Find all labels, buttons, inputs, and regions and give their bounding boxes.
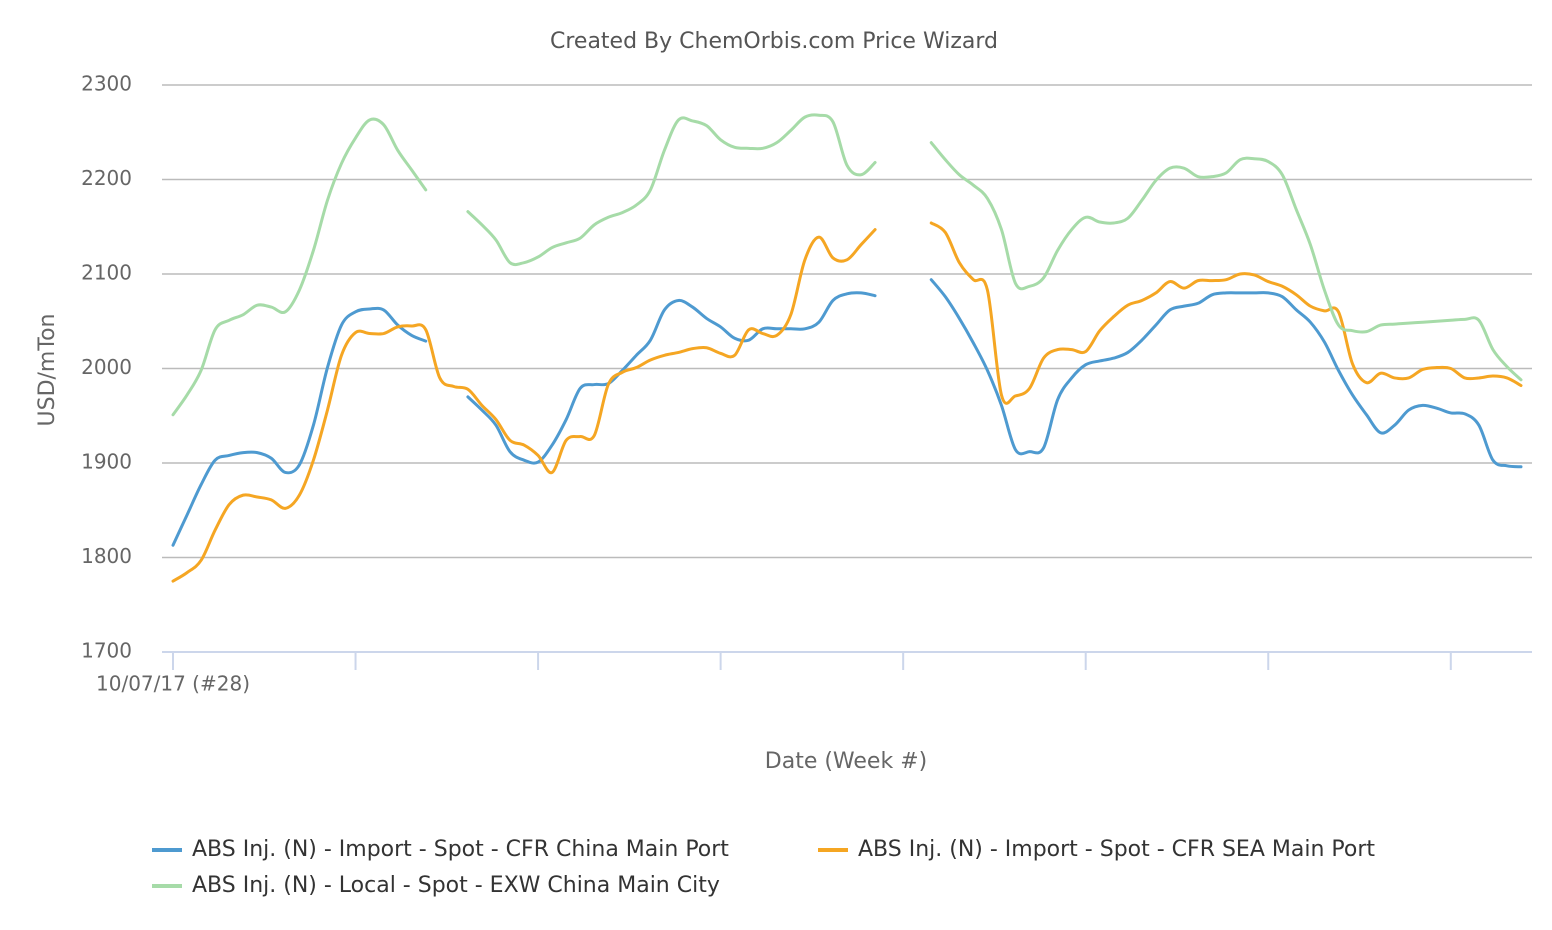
y-axis-label: USD/mTon xyxy=(35,314,60,427)
y-tick-label: 2100 xyxy=(81,261,132,285)
series-line xyxy=(466,291,877,465)
series-line xyxy=(929,141,1523,382)
legend-label: ABS Inj. (N) - Import - Spot - CFR SEA M… xyxy=(858,837,1375,862)
legend-label: ABS Inj. (N) - Import - Spot - CFR China… xyxy=(192,837,729,862)
x-axis-label: Date (Week #) xyxy=(765,749,927,774)
legend-label: ABS Inj. (N) - Local - Spot - EXW China … xyxy=(192,873,720,898)
series-line xyxy=(929,278,1523,469)
chart-title: Created By ChemOrbis.com Price Wizard xyxy=(550,29,998,54)
series-line xyxy=(171,228,877,583)
series-line xyxy=(929,221,1523,405)
y-tick-label: 1800 xyxy=(81,544,132,568)
series-line xyxy=(171,306,428,547)
y-tick-label: 2200 xyxy=(81,166,132,190)
series-line xyxy=(171,117,428,417)
y-tick-label: 2300 xyxy=(81,72,132,96)
x-tick-label: 10/07/17 (#28) xyxy=(96,672,250,696)
y-tick-label: 2000 xyxy=(81,355,132,379)
series-line xyxy=(466,113,877,267)
y-tick-label: 1900 xyxy=(81,450,132,474)
y-tick-label: 1700 xyxy=(81,639,132,663)
